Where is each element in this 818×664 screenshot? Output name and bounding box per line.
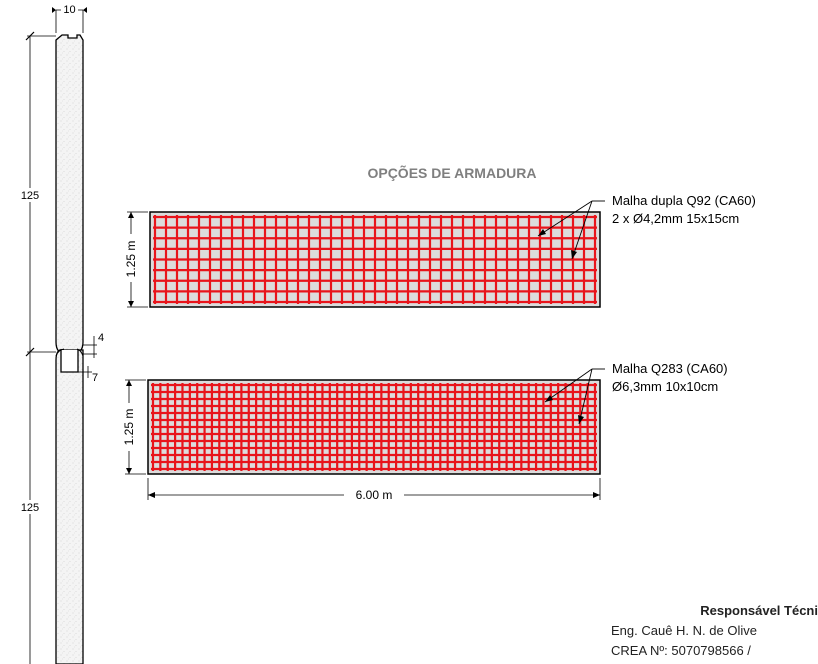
responsible-engineer: Eng. Cauê H. N. de Olive [611,623,757,638]
responsible-title: Responsável Técni [700,603,818,618]
dim-heights: 125 125 [17,31,56,664]
dim-top-mesh-height: 1.25 m [124,211,148,308]
dim-joint-width: 7 [92,372,98,384]
mesh-bottom-width-label: 6.00 m [356,488,393,502]
responsible-crea: CREA Nº: 5070798566 / [611,643,751,658]
panel-section [55,34,84,664]
dim-bottom-mesh-width: 6.00 m [147,478,601,502]
mesh-bottom-name: Malha Q283 (CA60) [612,361,728,376]
diagram-title: OPÇÕES DE ARMADURA [367,164,536,181]
mesh-top-height-label: 1.25 m [124,241,138,278]
upper-panel [55,34,84,355]
dim-joint-gap: 4 [98,332,104,344]
mesh-top-grid [153,215,597,304]
mesh-bottom-height-label: 1.25 m [122,409,136,446]
mesh-top-spec: 2 x Ø4,2mm 15x15cm [612,211,739,226]
mesh-top-name: Malha dupla Q92 (CA60) [612,193,756,208]
dim-joint: 4 7 [78,332,104,384]
mesh-top-panel [149,211,601,308]
mesh-bottom-panel [147,379,601,475]
mesh-bottom-callout: Malha Q283 (CA60) Ø6,3mm 10x10cm [544,361,728,425]
dim-lower-height: 125 [21,502,39,514]
lower-panel [55,349,84,664]
responsible-block: Responsável Técni Eng. Cauê H. N. de Oli… [600,601,818,661]
dim-upper-height: 125 [21,190,39,202]
joint-tongue [60,350,79,373]
dim-top-text: 10 [63,4,75,16]
mesh-bottom-grid [151,383,597,471]
mesh-bottom-spec: Ø6,3mm 10x10cm [612,379,718,394]
dim-bottom-mesh-height: 1.25 m [122,379,146,475]
mesh-top-callout: Malha dupla Q92 (CA60) 2 x Ø4,2mm 15x15c… [537,193,756,260]
dim-top-section: 10 [52,3,87,33]
